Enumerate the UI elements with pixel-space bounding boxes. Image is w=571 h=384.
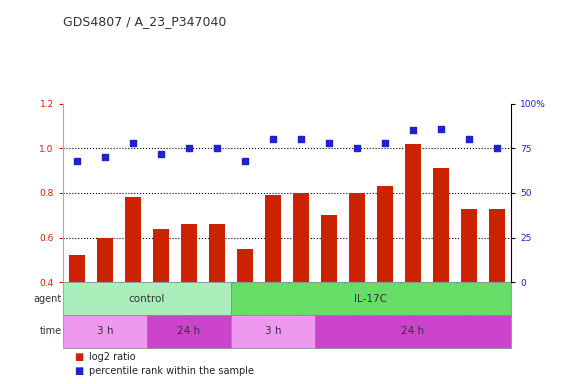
Text: 3 h: 3 h [265,326,281,336]
Text: control: control [128,293,165,304]
Bar [265,195,280,282]
Point [380,140,389,146]
Text: 24 h: 24 h [178,326,200,336]
Point [352,145,361,151]
Point [73,158,82,164]
Point [296,136,305,142]
Point [100,154,110,160]
Bar [489,209,505,282]
Bar [349,193,365,282]
Text: log2 ratio: log2 ratio [89,352,135,362]
Text: ■: ■ [74,352,83,362]
Bar [293,193,309,282]
Point [436,126,445,132]
Point [156,151,166,157]
Bar [405,144,421,282]
Bar [125,197,140,282]
Bar [231,315,315,348]
Point [324,140,333,146]
Text: 24 h: 24 h [401,326,425,336]
Bar [97,238,112,282]
Bar [63,282,231,315]
Text: time: time [39,326,62,336]
Bar [153,228,168,282]
Text: agent: agent [33,293,62,304]
Bar [461,209,477,282]
Bar [433,169,449,282]
Text: IL-17C: IL-17C [355,293,388,304]
Bar [377,186,393,282]
Bar [147,315,231,348]
Point [184,145,194,151]
Bar [181,224,196,282]
Text: percentile rank within the sample: percentile rank within the sample [89,366,254,376]
Point [212,145,222,151]
Point [492,145,501,151]
Text: ■: ■ [74,366,83,376]
Bar [315,315,511,348]
Point [240,158,250,164]
Bar [69,255,85,282]
Bar [321,215,337,282]
Text: 3 h: 3 h [96,326,113,336]
Point [408,127,417,134]
Point [464,136,473,142]
Text: GDS4807 / A_23_P347040: GDS4807 / A_23_P347040 [63,15,226,28]
Point [128,140,138,146]
Bar [63,315,147,348]
Bar [231,282,511,315]
Bar [237,249,252,282]
Bar [209,224,224,282]
Point [268,136,278,142]
